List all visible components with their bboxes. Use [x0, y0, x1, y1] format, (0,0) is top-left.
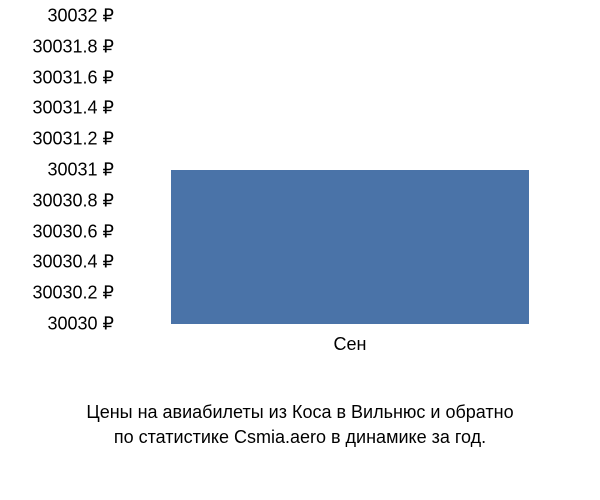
- caption-line-2: по статистике Csmia.aero в динамике за г…: [0, 425, 600, 450]
- plot-area: Сен: [120, 0, 580, 340]
- y-tick-label: 30030.6 ₽: [32, 221, 114, 242]
- y-tick-label: 30030.8 ₽: [32, 190, 114, 211]
- caption-line-1: Цены на авиабилеты из Коса в Вильнюс и о…: [0, 400, 600, 425]
- y-tick-label: 30030 ₽: [47, 314, 114, 335]
- y-tick-label: 30031.2 ₽: [32, 129, 114, 150]
- y-tick-label: 30031.8 ₽: [32, 36, 114, 57]
- y-tick-label: 30032 ₽: [47, 6, 114, 27]
- chart-caption: Цены на авиабилеты из Коса в Вильнюс и о…: [0, 400, 600, 450]
- y-tick-label: 30030.4 ₽: [32, 252, 114, 273]
- bar: [171, 170, 530, 324]
- price-chart: 30032 ₽ 30031.8 ₽ 30031.6 ₽ 30031.4 ₽ 30031.…: [0, 0, 600, 380]
- y-tick-label: 30031 ₽: [47, 160, 114, 181]
- y-tick-label: 30030.2 ₽: [32, 283, 114, 304]
- y-axis: 30032 ₽ 30031.8 ₽ 30031.6 ₽ 30031.4 ₽ 30031.…: [0, 0, 118, 340]
- y-tick-label: 30031.6 ₽: [32, 67, 114, 88]
- x-tick-label: Сен: [334, 334, 367, 355]
- y-tick-label: 30031.4 ₽: [32, 98, 114, 119]
